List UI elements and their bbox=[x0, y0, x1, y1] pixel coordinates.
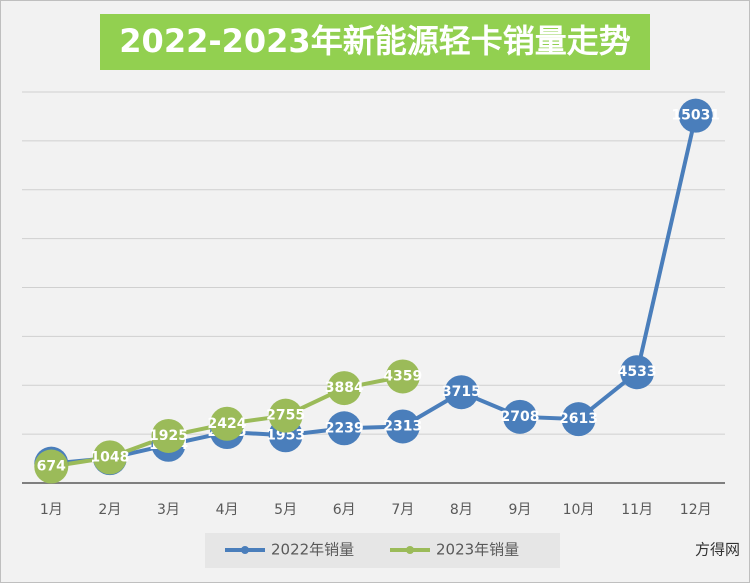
data-label: 4359 bbox=[383, 368, 422, 384]
x-tick-label: 8月 bbox=[450, 502, 473, 518]
data-label: 2313 bbox=[383, 418, 422, 434]
data-label: 2755 bbox=[266, 408, 305, 424]
x-tick-label: 11月 bbox=[621, 502, 653, 518]
marker bbox=[327, 411, 362, 446]
x-tick-label: 4月 bbox=[216, 502, 239, 518]
legend-swatch bbox=[406, 546, 414, 554]
data-label: 1048 bbox=[90, 449, 129, 465]
data-label: 2424 bbox=[208, 416, 247, 432]
x-tick-label: 6月 bbox=[333, 502, 356, 518]
x-tick-label: 9月 bbox=[508, 502, 531, 518]
data-label: 3884 bbox=[325, 380, 364, 396]
marker bbox=[385, 409, 420, 444]
x-tick-label: 7月 bbox=[391, 502, 414, 518]
x-tick-label: 2月 bbox=[98, 502, 121, 518]
x-tick-label: 12月 bbox=[680, 502, 712, 518]
x-tick-label: 3月 bbox=[157, 502, 180, 518]
x-tick-label: 5月 bbox=[274, 502, 297, 518]
legend-swatch bbox=[241, 546, 249, 554]
marker bbox=[34, 449, 69, 484]
x-tick-label: 10月 bbox=[563, 502, 595, 518]
legend-label: 2023年销量 bbox=[436, 541, 519, 559]
marker bbox=[268, 398, 303, 433]
marker bbox=[385, 359, 420, 394]
marker bbox=[678, 98, 713, 133]
marker bbox=[92, 440, 127, 475]
chart-title: 2022-2023年新能源轻卡销量走势 bbox=[119, 22, 630, 60]
marker bbox=[502, 399, 537, 434]
marker bbox=[151, 418, 186, 453]
title-box bbox=[100, 14, 650, 70]
marker bbox=[561, 402, 596, 437]
watermark: 方得网 bbox=[695, 541, 740, 559]
data-label: 4533 bbox=[618, 364, 657, 380]
data-label: 674 bbox=[37, 459, 66, 475]
data-label: 1925 bbox=[149, 428, 188, 444]
data-label: 3715 bbox=[442, 384, 481, 400]
marker bbox=[444, 375, 479, 410]
data-label: 1953 bbox=[266, 427, 305, 443]
marker bbox=[210, 406, 245, 441]
data-label: 15031 bbox=[671, 108, 720, 124]
x-tick-label: 1月 bbox=[40, 502, 63, 518]
legend-label: 2022年销量 bbox=[271, 541, 354, 559]
marker bbox=[327, 371, 362, 406]
data-label: 2613 bbox=[559, 411, 598, 427]
data-label: 2708 bbox=[500, 409, 539, 425]
data-label: 2239 bbox=[325, 420, 364, 436]
marker bbox=[620, 355, 655, 390]
